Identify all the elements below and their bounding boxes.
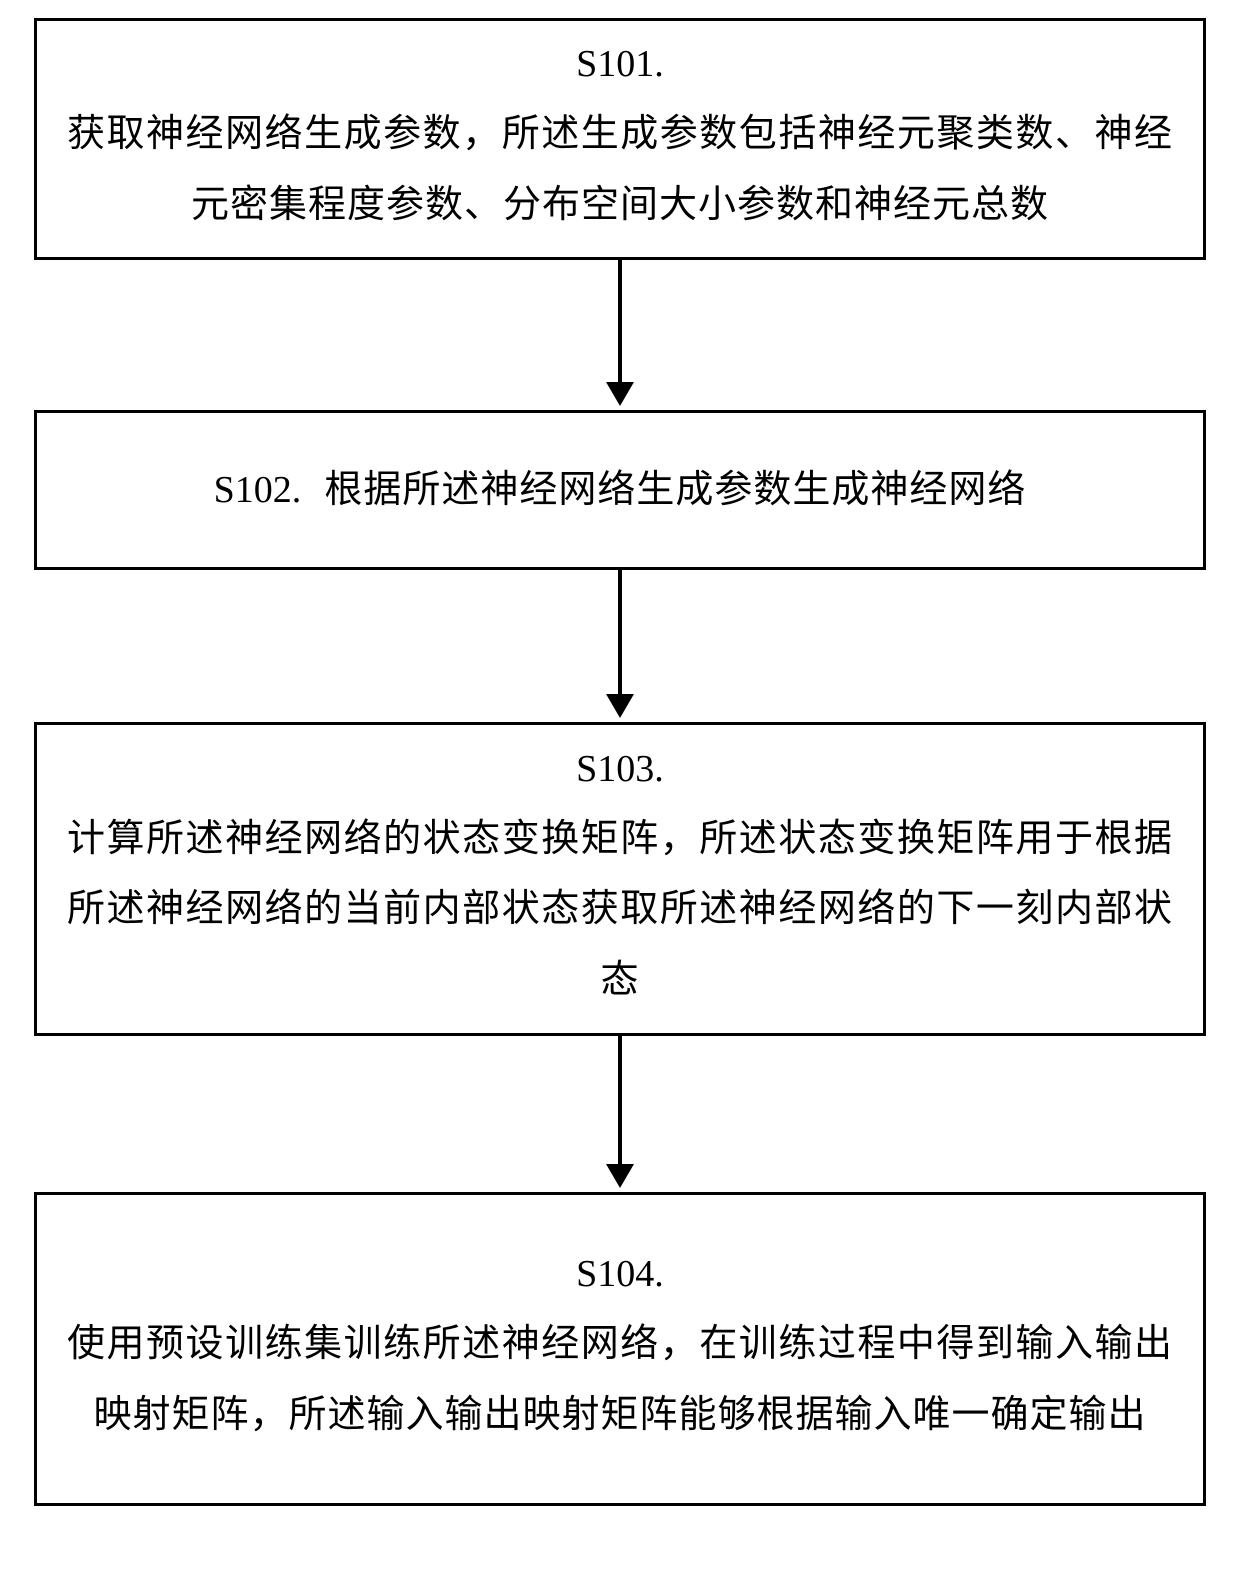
arrow-head-icon	[606, 694, 634, 718]
step-text: 获取神经网络生成参数，所述生成参数包括神经元聚类数、神经元密集程度参数、分布空间…	[67, 99, 1173, 240]
step-id: S101.	[576, 38, 664, 91]
step-text: 使用预设训练集训练所述神经网络，在训练过程中得到输入输出映射矩阵，所述输入输出映…	[67, 1309, 1173, 1450]
step-text: 根据所述神经网络生成参数生成神经网络	[324, 469, 1026, 511]
step-id: S104.	[576, 1248, 664, 1301]
flowchart-canvas: S101. 获取神经网络生成参数，所述生成参数包括神经元聚类数、神经元密集程度参…	[0, 0, 1240, 1572]
arrow-head-icon	[606, 1164, 634, 1188]
step-id: S103.	[576, 743, 664, 796]
arrow-line	[618, 1036, 622, 1164]
flow-node-s102: S102. 根据所述神经网络生成参数生成神经网络	[34, 410, 1206, 570]
arrow-line	[618, 260, 622, 382]
step-id: S102.	[214, 469, 302, 511]
arrow-head-icon	[606, 382, 634, 406]
step-text: 计算所述神经网络的状态变换矩阵，所述状态变换矩阵用于根据所述神经网络的当前内部状…	[67, 804, 1173, 1015]
flow-node-s104: S104. 使用预设训练集训练所述神经网络，在训练过程中得到输入输出映射矩阵，所…	[34, 1192, 1206, 1506]
arrow-line	[618, 570, 622, 694]
flow-node-s101: S101. 获取神经网络生成参数，所述生成参数包括神经元聚类数、神经元密集程度参…	[34, 18, 1206, 260]
flow-node-s103: S103. 计算所述神经网络的状态变换矩阵，所述状态变换矩阵用于根据所述神经网络…	[34, 722, 1206, 1036]
